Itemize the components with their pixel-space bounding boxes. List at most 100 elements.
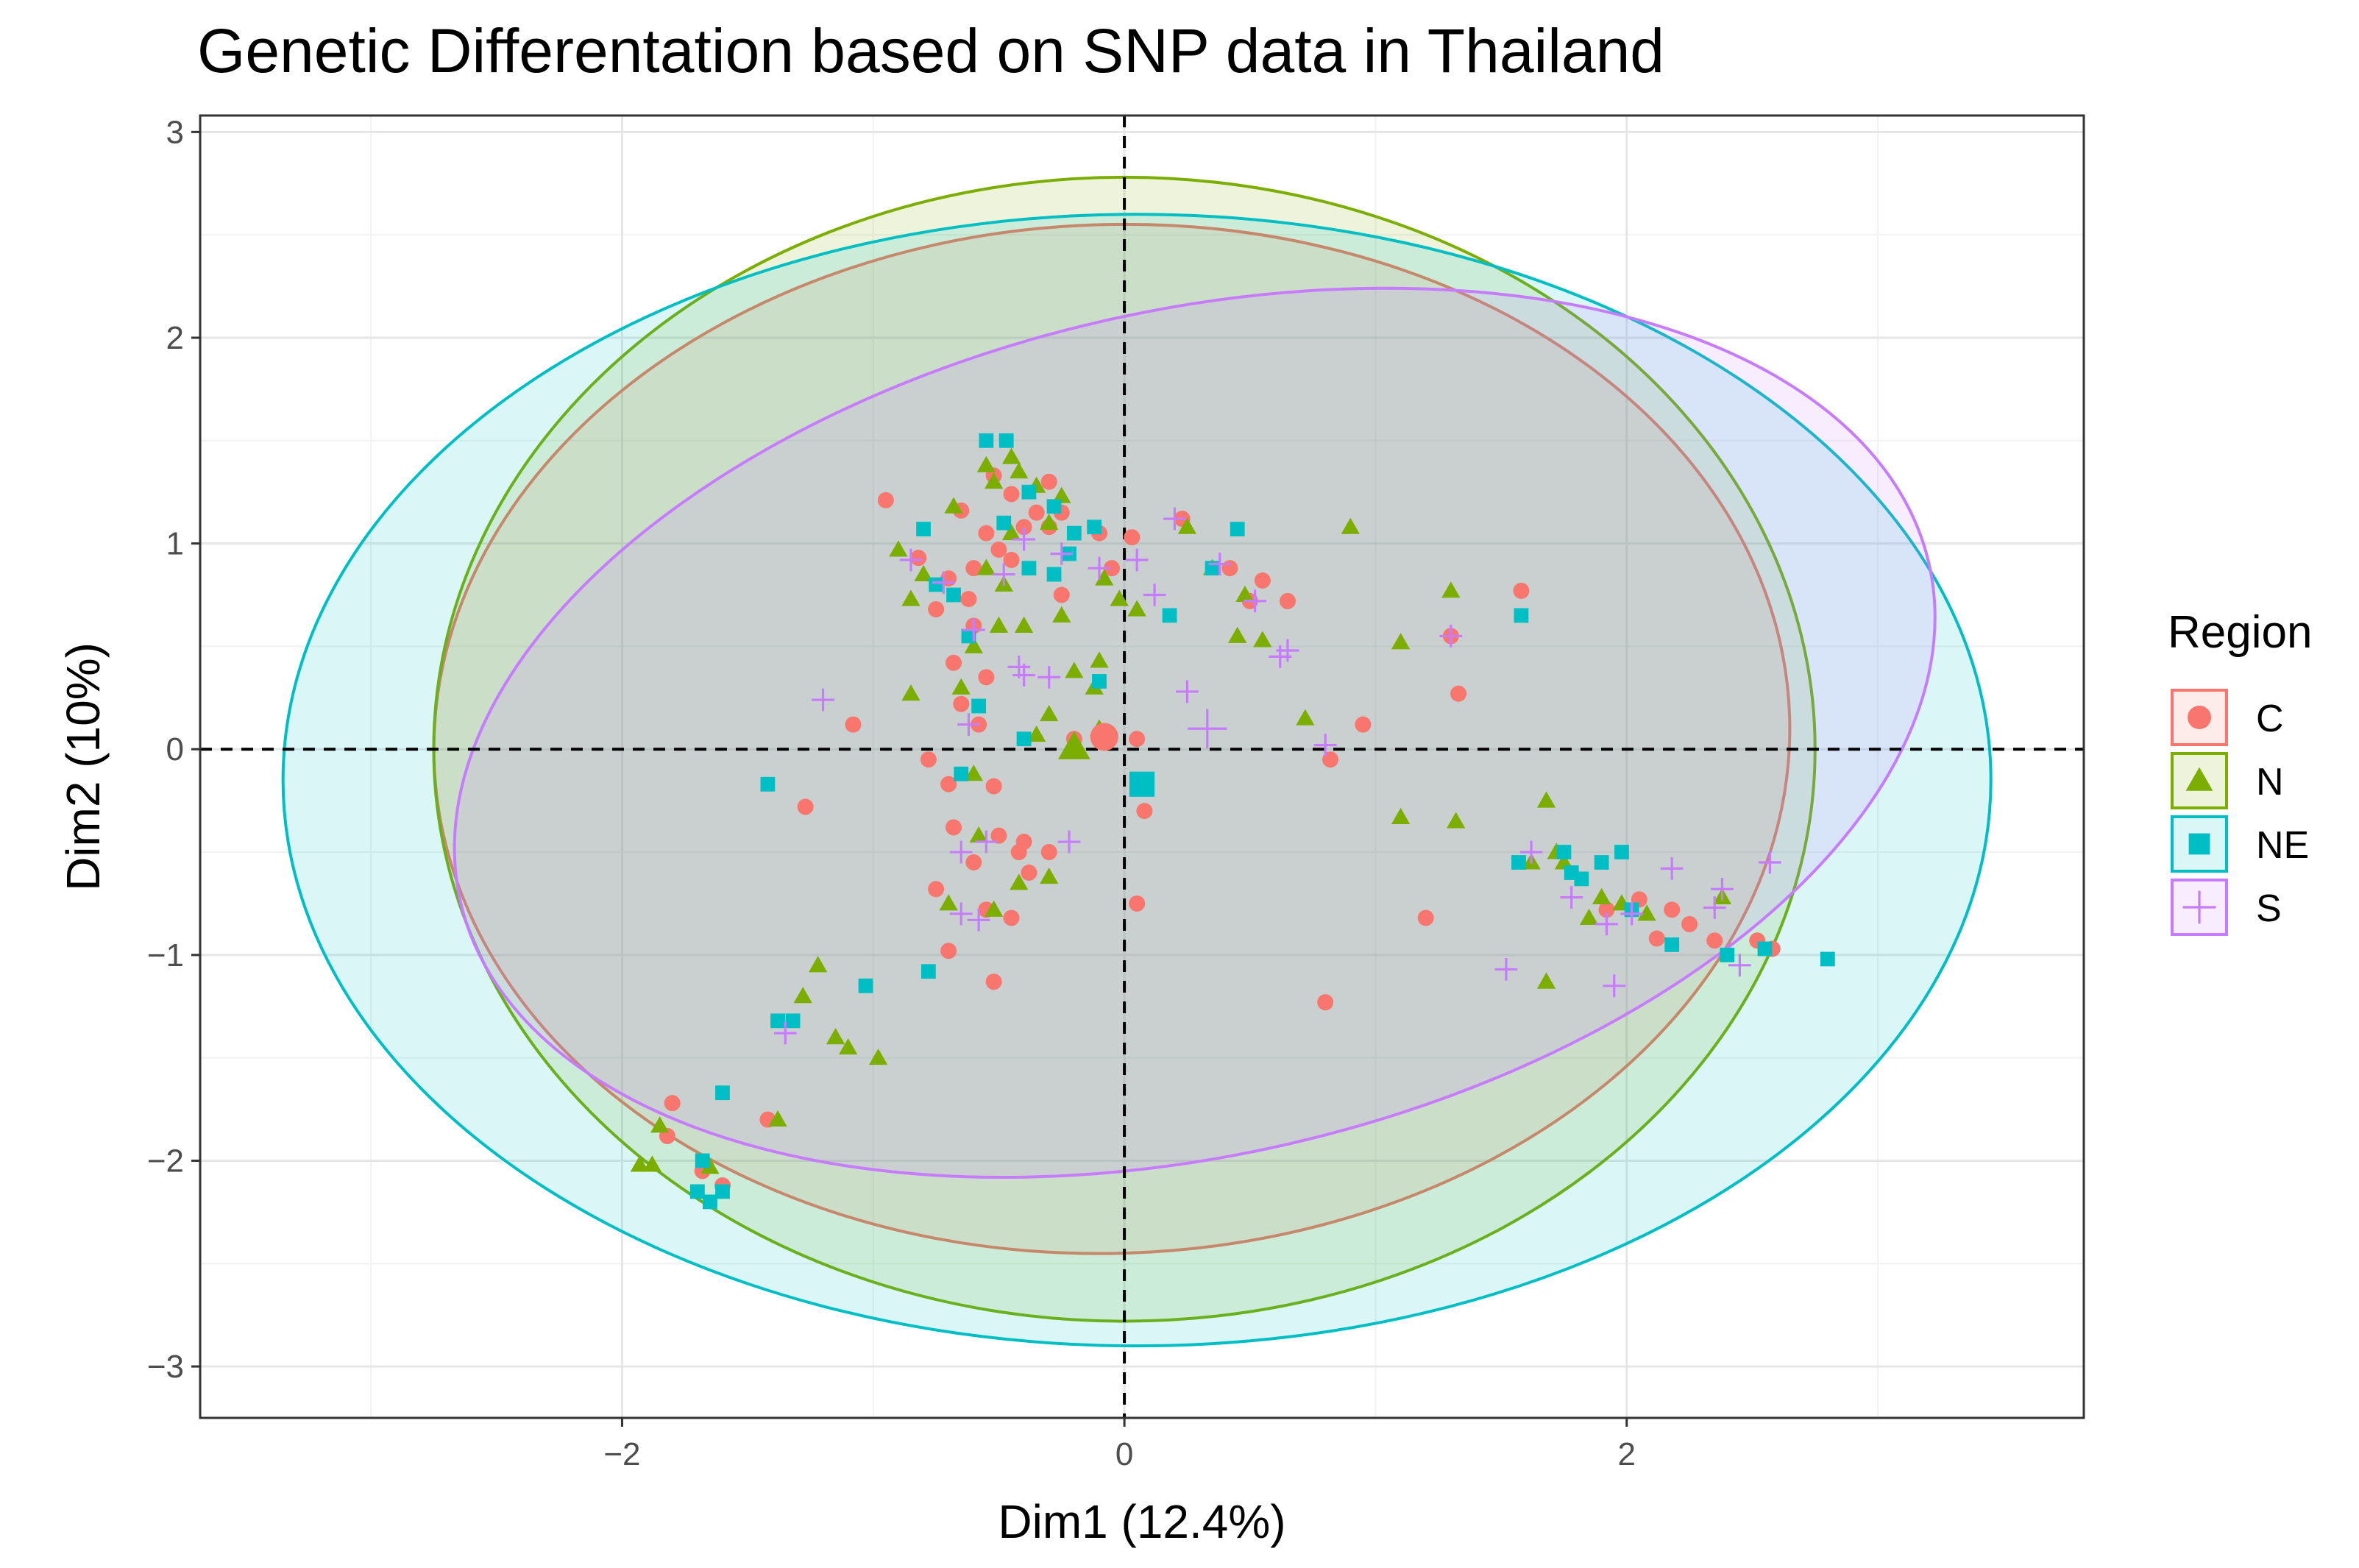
y-tick-label: 2 [166, 320, 184, 356]
x-axis-title: Dim1 (12.4%) [998, 1495, 1285, 1548]
point-ne [703, 1194, 717, 1210]
point-n [1235, 585, 1255, 603]
point-c [1664, 901, 1681, 918]
point-n [976, 558, 996, 575]
point-s [812, 688, 834, 712]
point-n [1253, 631, 1272, 648]
point-n [914, 564, 933, 582]
point-c [1104, 560, 1121, 577]
y-tick-label: −2 [147, 1143, 184, 1179]
point-c [920, 751, 937, 768]
reference-lines [200, 116, 2084, 1418]
point-c [1450, 685, 1467, 702]
point-c [1003, 486, 1020, 503]
legend-label-c: C [2256, 698, 2284, 740]
mean-s [1188, 709, 1227, 748]
point-n [1579, 908, 1599, 926]
point-c [940, 943, 957, 959]
point-c [946, 819, 962, 836]
point-c [1221, 560, 1238, 577]
point-n [700, 1157, 720, 1174]
point-ne [689, 1184, 705, 1199]
point-s [1276, 639, 1299, 662]
point-c [1417, 909, 1434, 926]
point-s [1603, 974, 1626, 998]
point-c [1129, 895, 1146, 912]
point-c [965, 854, 982, 871]
point-ne [715, 1184, 730, 1199]
point-c [928, 601, 945, 618]
point-s [1012, 664, 1035, 687]
point-n [868, 1049, 888, 1065]
data-points [630, 433, 1835, 1210]
point-n [1441, 581, 1461, 598]
legend-label-s: S [2256, 887, 2282, 930]
point-s [992, 563, 1015, 586]
point-c [1598, 901, 1615, 918]
point-s [974, 830, 998, 854]
point-c [1254, 572, 1271, 589]
point-n [1536, 791, 1556, 808]
point-c [946, 654, 962, 671]
point-n [976, 455, 996, 472]
point-s [773, 1021, 797, 1045]
point-c [845, 716, 862, 733]
point-n [1341, 517, 1360, 534]
point-c [1040, 473, 1057, 490]
point-n [1637, 904, 1656, 921]
point-ne [920, 964, 936, 979]
point-ne [858, 978, 873, 993]
legend-key-s [2171, 879, 2228, 936]
point-ne [1511, 855, 1526, 870]
point-s [1163, 507, 1186, 531]
point-c [910, 550, 927, 567]
point-c [1681, 915, 1698, 932]
point-n [989, 616, 1009, 633]
point-s [949, 840, 973, 864]
legend-label-n: N [2256, 761, 2284, 803]
point-s [1519, 840, 1543, 864]
point-ne [1092, 674, 1107, 689]
point-n [964, 636, 983, 653]
point-n [1228, 626, 1247, 643]
legend-item-ne: NE [2171, 815, 2309, 873]
point-n [1110, 589, 1129, 606]
x-tick-label: 0 [1115, 1436, 1133, 1472]
point-s [1660, 857, 1684, 880]
point-n [1001, 447, 1021, 464]
point-c [1053, 586, 1070, 603]
point-s [967, 908, 990, 932]
plot-panel [200, 116, 2084, 1418]
point-s [1057, 830, 1081, 854]
point-s [1758, 851, 1781, 874]
point-c [978, 525, 995, 542]
point-n [826, 1028, 845, 1045]
point-s [1439, 625, 1463, 648]
point-n [969, 826, 988, 843]
legend-key-ne [2171, 815, 2228, 873]
point-ne [770, 1013, 785, 1029]
point-ne [946, 587, 961, 603]
point-ne [1066, 525, 1082, 541]
point-c [928, 881, 945, 898]
point-c [1040, 844, 1057, 861]
point-s [1176, 680, 1199, 703]
point-n [1536, 972, 1556, 989]
point-c [1003, 909, 1020, 926]
plot-border [199, 114, 2085, 1419]
point-s [1125, 548, 1149, 572]
point-n [1001, 523, 1021, 541]
point-n [939, 894, 958, 911]
point-n [630, 1155, 649, 1172]
point-c [1021, 865, 1037, 881]
point-c [990, 827, 1007, 844]
point-s [1313, 734, 1337, 757]
point-ne [785, 1013, 801, 1029]
point-n [901, 684, 920, 701]
y-tick-label: 1 [166, 526, 184, 562]
legend-label-ne: NE [2256, 824, 2309, 867]
point-n [1447, 812, 1466, 829]
point-ne [1820, 951, 1835, 967]
y-tick-label: −1 [147, 937, 184, 973]
point-ne [1720, 947, 1735, 962]
